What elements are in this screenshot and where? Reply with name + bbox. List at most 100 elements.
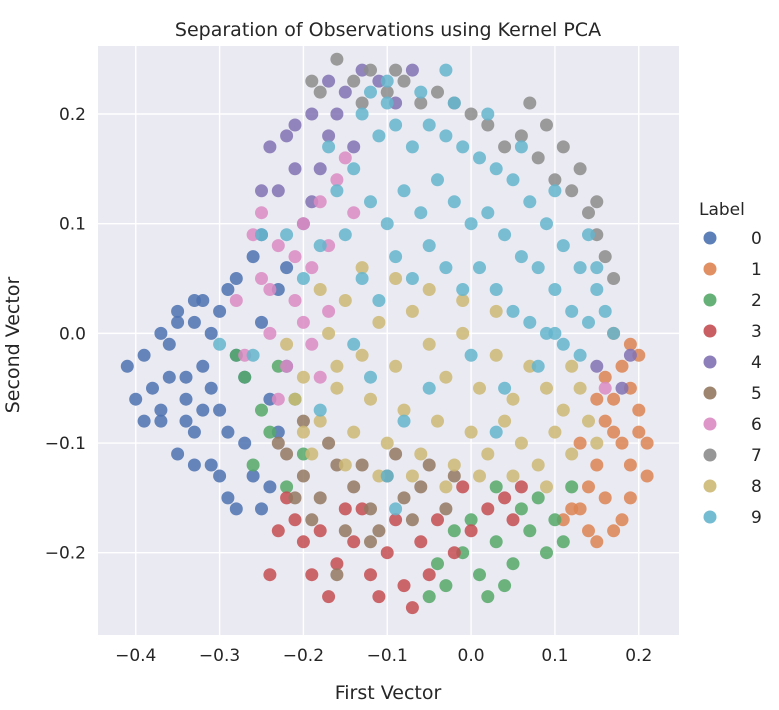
data-point <box>389 250 403 264</box>
data-point <box>506 557 520 571</box>
x-tick-labels: −0.4 −0.3 −0.2 −0.1 0.0 0.1 0.2 <box>115 646 652 666</box>
data-point <box>506 304 520 318</box>
data-point <box>372 524 386 538</box>
data-point <box>330 359 344 373</box>
data-point <box>623 337 637 351</box>
data-point <box>473 469 486 483</box>
y-axis-label: Second Vector <box>2 277 24 414</box>
data-point <box>439 502 453 516</box>
data-point <box>481 447 495 461</box>
y-tick-label: −0.1 <box>45 434 86 454</box>
data-point <box>582 480 595 494</box>
data-point <box>305 261 319 275</box>
data-point <box>389 359 403 373</box>
data-point <box>548 283 562 296</box>
data-point <box>439 480 453 494</box>
data-point <box>338 524 352 538</box>
data-point <box>246 250 260 264</box>
data-point <box>548 326 562 340</box>
data-point <box>305 568 319 582</box>
data-point <box>313 239 327 253</box>
data-point <box>364 195 377 209</box>
data-point <box>338 151 352 165</box>
legend-label: 0 <box>751 229 762 249</box>
data-point <box>330 107 344 121</box>
data-point <box>422 458 436 472</box>
data-point <box>439 261 453 275</box>
data-point <box>565 447 579 461</box>
data-point <box>640 436 654 450</box>
data-point <box>322 140 336 154</box>
data-point <box>540 480 553 494</box>
data-point <box>263 480 277 494</box>
data-point <box>523 315 537 329</box>
data-point <box>246 458 260 472</box>
data-point <box>397 74 411 88</box>
data-point <box>514 140 528 154</box>
data-point <box>506 392 520 406</box>
data-point <box>514 480 528 494</box>
data-point <box>313 162 327 176</box>
data-point <box>447 195 461 209</box>
data-point <box>288 250 302 264</box>
data-point <box>464 348 478 362</box>
data-point <box>288 162 302 176</box>
data-point <box>489 480 503 494</box>
data-point <box>540 546 553 560</box>
data-point <box>229 502 243 516</box>
data-point <box>473 261 486 275</box>
legend-label: 4 <box>751 353 762 373</box>
data-point <box>355 107 369 121</box>
data-point <box>372 294 386 307</box>
data-point <box>556 337 570 351</box>
data-point <box>439 129 453 143</box>
data-point <box>623 458 637 472</box>
data-point <box>305 107 319 121</box>
legend-marker <box>703 448 717 462</box>
data-point <box>296 217 310 231</box>
data-point <box>590 283 604 296</box>
y-tick-label: 0.0 <box>59 324 86 344</box>
data-point <box>514 250 528 264</box>
data-point <box>372 315 386 329</box>
data-point <box>355 348 369 362</box>
data-point <box>213 403 227 417</box>
data-point <box>263 326 277 340</box>
data-point <box>187 425 201 439</box>
data-point <box>255 315 268 329</box>
data-point <box>389 447 403 461</box>
data-point <box>313 85 327 99</box>
legend-marker <box>703 231 717 245</box>
legend: Label 0 1 2 3 4 5 6 7 8 9 <box>699 200 762 528</box>
data-point <box>523 96 537 110</box>
data-point <box>355 272 369 285</box>
data-point <box>582 414 595 428</box>
data-point <box>481 590 495 604</box>
data-point <box>364 63 377 77</box>
data-point <box>598 491 612 505</box>
data-point <box>347 425 361 439</box>
data-point <box>498 491 512 505</box>
data-point <box>531 359 545 373</box>
data-point <box>179 392 193 406</box>
data-point <box>280 261 294 275</box>
data-point <box>498 579 512 593</box>
data-point <box>414 480 428 494</box>
data-point <box>355 458 369 472</box>
data-point <box>447 96 461 110</box>
legend-item-0: 0 <box>703 229 762 249</box>
data-point <box>556 403 570 417</box>
data-point <box>338 85 352 99</box>
x-tick-label: 0.1 <box>541 646 568 666</box>
data-point <box>405 63 419 77</box>
data-point <box>456 294 470 307</box>
data-point <box>305 74 319 88</box>
data-point <box>481 206 495 220</box>
series-3 <box>263 480 528 615</box>
data-point <box>389 513 403 527</box>
data-point <box>464 425 478 439</box>
data-point <box>171 304 185 318</box>
data-point <box>573 381 587 395</box>
data-point <box>288 294 302 307</box>
